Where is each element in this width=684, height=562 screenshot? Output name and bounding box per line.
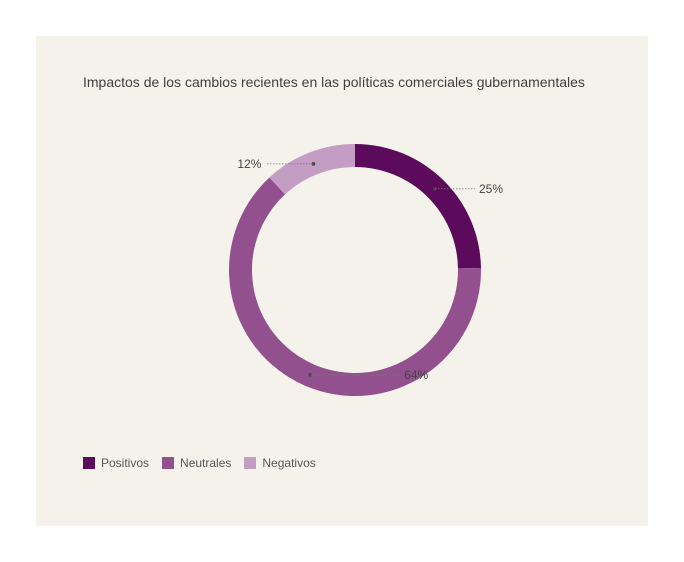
donut-slice-neutrales <box>228 177 481 396</box>
legend-swatch <box>244 457 257 469</box>
legend-label: Negativos <box>262 456 316 470</box>
legend-item-positivos: Positivos <box>83 456 149 470</box>
data-label-neutrales: 64% <box>404 368 428 382</box>
legend-swatch <box>162 457 175 469</box>
legend-swatch <box>83 457 95 469</box>
legend-item-neutrales: Neutrales <box>162 456 231 470</box>
legend-label: Positivos <box>101 456 150 470</box>
legend-item-negativos: Negativos <box>244 456 316 470</box>
data-label-negativos: 12% <box>237 157 261 171</box>
donut-slice-positivos <box>355 144 481 269</box>
chart-card: Impactos de los cambios recientes en las… <box>36 36 648 526</box>
data-label-positivos: 25% <box>479 182 503 196</box>
label-dot-negativos <box>311 162 316 166</box>
donut-chart: 25% 64% 12% <box>228 144 503 396</box>
chart-legend: Positivos Neutrales Negativos <box>83 456 329 470</box>
chart-title: Impactos de los cambios recientes en las… <box>83 74 585 90</box>
donut-slice-negativos <box>269 144 355 195</box>
legend-label: Neutrales <box>180 456 232 470</box>
